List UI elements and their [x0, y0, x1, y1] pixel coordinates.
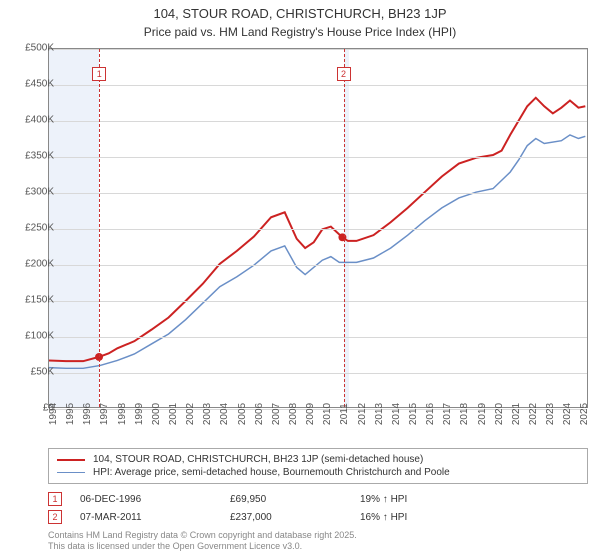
event-delta: 16% ↑ HPI	[360, 512, 407, 523]
gridline	[49, 121, 587, 122]
event-price: £69,950	[230, 494, 360, 505]
x-axis-label: 2003	[202, 403, 213, 425]
event-row: 2 07-MAR-2011£237,00016% ↑ HPI	[48, 508, 407, 526]
y-axis-label: £200K	[25, 259, 54, 270]
x-axis-label: 2023	[545, 403, 556, 425]
y-axis-label: £350K	[25, 151, 54, 162]
x-axis-label: 2017	[442, 403, 453, 425]
events-table: 1 06-DEC-1996£69,95019% ↑ HPI 2 07-MAR-2011…	[48, 490, 407, 526]
y-axis-label: £50K	[31, 367, 54, 378]
chart-subtitle: Price paid vs. HM Land Registry's House …	[0, 23, 600, 39]
x-axis-label: 1997	[99, 403, 110, 425]
legend-row: HPI: Average price, semi-detached house,…	[57, 466, 579, 479]
x-axis-label: 2011	[339, 403, 350, 425]
event-line	[344, 49, 345, 407]
x-axis-label: 2016	[425, 403, 436, 425]
x-axis-label: 2022	[528, 403, 539, 425]
x-axis-label: 2010	[322, 403, 333, 425]
event-delta: 19% ↑ HPI	[360, 494, 407, 505]
y-axis-label: £300K	[25, 187, 54, 198]
x-axis-label: 2004	[219, 403, 230, 425]
x-axis-label: 1998	[117, 403, 128, 425]
x-axis-label: 2000	[151, 403, 162, 425]
y-axis-label: £500K	[25, 43, 54, 54]
event-date: 07-MAR-2011	[80, 512, 230, 523]
legend-label: 104, STOUR ROAD, CHRISTCHURCH, BH23 1JP …	[93, 454, 423, 465]
event-marker-badge: 1	[92, 67, 106, 81]
gridline	[49, 229, 587, 230]
event-point	[338, 233, 346, 241]
x-axis-label: 1995	[65, 403, 76, 425]
x-axis-label: 2025	[579, 403, 590, 425]
x-axis-label: 2020	[494, 403, 505, 425]
x-axis-label: 2021	[511, 403, 522, 425]
x-axis-label: 2019	[477, 403, 488, 425]
y-axis-label: £450K	[25, 79, 54, 90]
x-axis-label: 2018	[459, 403, 470, 425]
x-axis-label: 2005	[237, 403, 248, 425]
gridline	[49, 265, 587, 266]
x-axis-label: 1994	[48, 403, 59, 425]
x-axis-label: 2012	[357, 403, 368, 425]
x-axis-label: 1996	[82, 403, 93, 425]
x-axis-label: 2007	[271, 403, 282, 425]
x-axis-label: 2013	[374, 403, 385, 425]
x-axis-label: 2001	[168, 403, 179, 425]
gridline	[49, 85, 587, 86]
x-axis-label: 2024	[562, 403, 573, 425]
legend-row: 104, STOUR ROAD, CHRISTCHURCH, BH23 1JP …	[57, 453, 579, 466]
legend: 104, STOUR ROAD, CHRISTCHURCH, BH23 1JP …	[48, 448, 588, 484]
gridline	[49, 49, 587, 50]
event-marker-badge: 2	[337, 67, 351, 81]
y-axis-label: £250K	[25, 223, 54, 234]
event-badge: 1	[48, 492, 62, 506]
legend-swatch	[57, 459, 85, 461]
chart-svg	[49, 49, 587, 407]
series-line-hpi	[49, 135, 585, 368]
event-date: 06-DEC-1996	[80, 494, 230, 505]
gridline	[49, 301, 587, 302]
y-axis-label: £100K	[25, 331, 54, 342]
y-axis-label: £400K	[25, 115, 54, 126]
x-axis-label: 2014	[391, 403, 402, 425]
event-row: 1 06-DEC-1996£69,95019% ↑ HPI	[48, 490, 407, 508]
gridline	[49, 157, 587, 158]
x-axis-label: 2002	[185, 403, 196, 425]
footer-line: This data is licensed under the Open Gov…	[48, 541, 357, 552]
event-price: £237,000	[230, 512, 360, 523]
footer-attribution: Contains HM Land Registry data © Crown c…	[48, 530, 357, 553]
x-axis-label: 2006	[254, 403, 265, 425]
chart-title: 104, STOUR ROAD, CHRISTCHURCH, BH23 1JP	[0, 0, 600, 23]
x-axis-label: 1999	[134, 403, 145, 425]
chart-plot-area: 12	[48, 48, 588, 408]
gridline	[49, 373, 587, 374]
footer-line: Contains HM Land Registry data © Crown c…	[48, 530, 357, 541]
x-axis-label: 2015	[408, 403, 419, 425]
root: 104, STOUR ROAD, CHRISTCHURCH, BH23 1JP …	[0, 0, 600, 560]
y-axis-label: £150K	[25, 295, 54, 306]
legend-label: HPI: Average price, semi-detached house,…	[93, 467, 450, 478]
x-axis-label: 2008	[288, 403, 299, 425]
event-badge: 2	[48, 510, 62, 524]
x-axis-label: 2009	[305, 403, 316, 425]
event-line	[99, 49, 100, 407]
legend-swatch	[57, 472, 85, 474]
gridline	[49, 193, 587, 194]
gridline	[49, 409, 587, 410]
gridline	[49, 337, 587, 338]
